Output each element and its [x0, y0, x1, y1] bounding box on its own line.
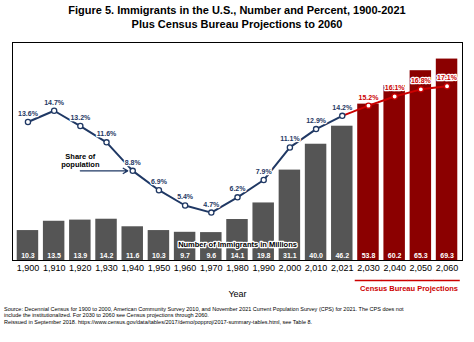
- svg-text:2,000: 2,000: [279, 262, 302, 272]
- svg-text:2,030: 2,030: [357, 262, 380, 272]
- svg-text:53.8: 53.8: [362, 251, 376, 258]
- svg-text:11.6: 11.6: [126, 251, 139, 258]
- svg-text:6.9%: 6.9%: [151, 178, 168, 185]
- svg-text:19.8: 19.8: [257, 251, 271, 258]
- svg-text:10.3: 10.3: [21, 251, 35, 258]
- svg-text:11.6%: 11.6%: [97, 130, 117, 137]
- svg-text:6.2%: 6.2%: [230, 185, 247, 192]
- svg-text:14.2%: 14.2%: [332, 103, 353, 110]
- svg-text:46.2: 46.2: [335, 251, 349, 258]
- svg-text:16.8%: 16.8%: [411, 77, 432, 84]
- svg-text:7.9%: 7.9%: [256, 168, 273, 175]
- svg-text:2,050: 2,050: [410, 262, 433, 272]
- svg-text:1,920: 1,920: [69, 262, 92, 272]
- svg-text:1,970: 1,970: [200, 262, 223, 272]
- svg-text:65.3: 65.3: [414, 251, 428, 258]
- svg-text:5.4%: 5.4%: [177, 193, 194, 200]
- svg-text:10.3: 10.3: [152, 251, 166, 258]
- svg-text:14.2: 14.2: [100, 251, 114, 258]
- svg-text:40.0: 40.0: [309, 251, 323, 258]
- svg-text:1,960: 1,960: [174, 262, 197, 272]
- svg-text:Year: Year: [228, 288, 246, 298]
- svg-text:13.6%: 13.6%: [18, 110, 39, 117]
- svg-text:1,930: 1,930: [95, 262, 118, 272]
- svg-text:13.9: 13.9: [74, 251, 88, 258]
- svg-text:2,021: 2,021: [331, 262, 354, 272]
- svg-text:2,010: 2,010: [305, 262, 328, 272]
- svg-text:Share ofpopulation: Share ofpopulation: [61, 152, 100, 169]
- svg-text:17.1%: 17.1%: [437, 74, 458, 81]
- svg-text:Census Bureau Projections: Census Bureau Projections: [360, 283, 458, 292]
- svg-text:60.2: 60.2: [388, 251, 402, 258]
- svg-text:69.3: 69.3: [440, 251, 454, 258]
- svg-text:2,060: 2,060: [436, 262, 459, 272]
- svg-text:Number of Immigrants in Millio: Number of Immigrants in Millions: [178, 239, 297, 248]
- svg-text:8.8%: 8.8%: [125, 158, 142, 165]
- svg-text:1,940: 1,940: [121, 262, 144, 272]
- svg-text:13.2%: 13.2%: [70, 114, 91, 121]
- html-text:Figure 5. Immigrants in the U.: Figure 5. Immigrants in the U.S., Number…: [68, 4, 406, 31]
- svg-text:13.5: 13.5: [47, 251, 61, 258]
- svg-text:1,900: 1,900: [17, 262, 40, 272]
- svg-text:12.9%: 12.9%: [306, 117, 327, 124]
- html-text:Source: Decennial Census for 1: Source: Decennial Census for 1900 to 200…: [4, 305, 404, 326]
- svg-text:14.7%: 14.7%: [44, 98, 65, 105]
- svg-text:14.1: 14.1: [231, 251, 245, 258]
- svg-text:1,990: 1,990: [252, 262, 275, 272]
- svg-text:15.2%: 15.2%: [359, 93, 380, 100]
- svg-text:1,980: 1,980: [226, 262, 249, 272]
- svg-text:4.7%: 4.7%: [203, 200, 220, 207]
- svg-text:11.1%: 11.1%: [280, 135, 300, 142]
- svg-text:31.1: 31.1: [283, 251, 297, 258]
- svg-text:9.6: 9.6: [206, 251, 216, 258]
- svg-text:9.7: 9.7: [180, 251, 190, 258]
- svg-text:2,040: 2,040: [383, 262, 406, 272]
- svg-text:1,950: 1,950: [148, 262, 171, 272]
- svg-text:1,910: 1,910: [43, 262, 66, 272]
- svg-text:16.1%: 16.1%: [385, 84, 406, 91]
